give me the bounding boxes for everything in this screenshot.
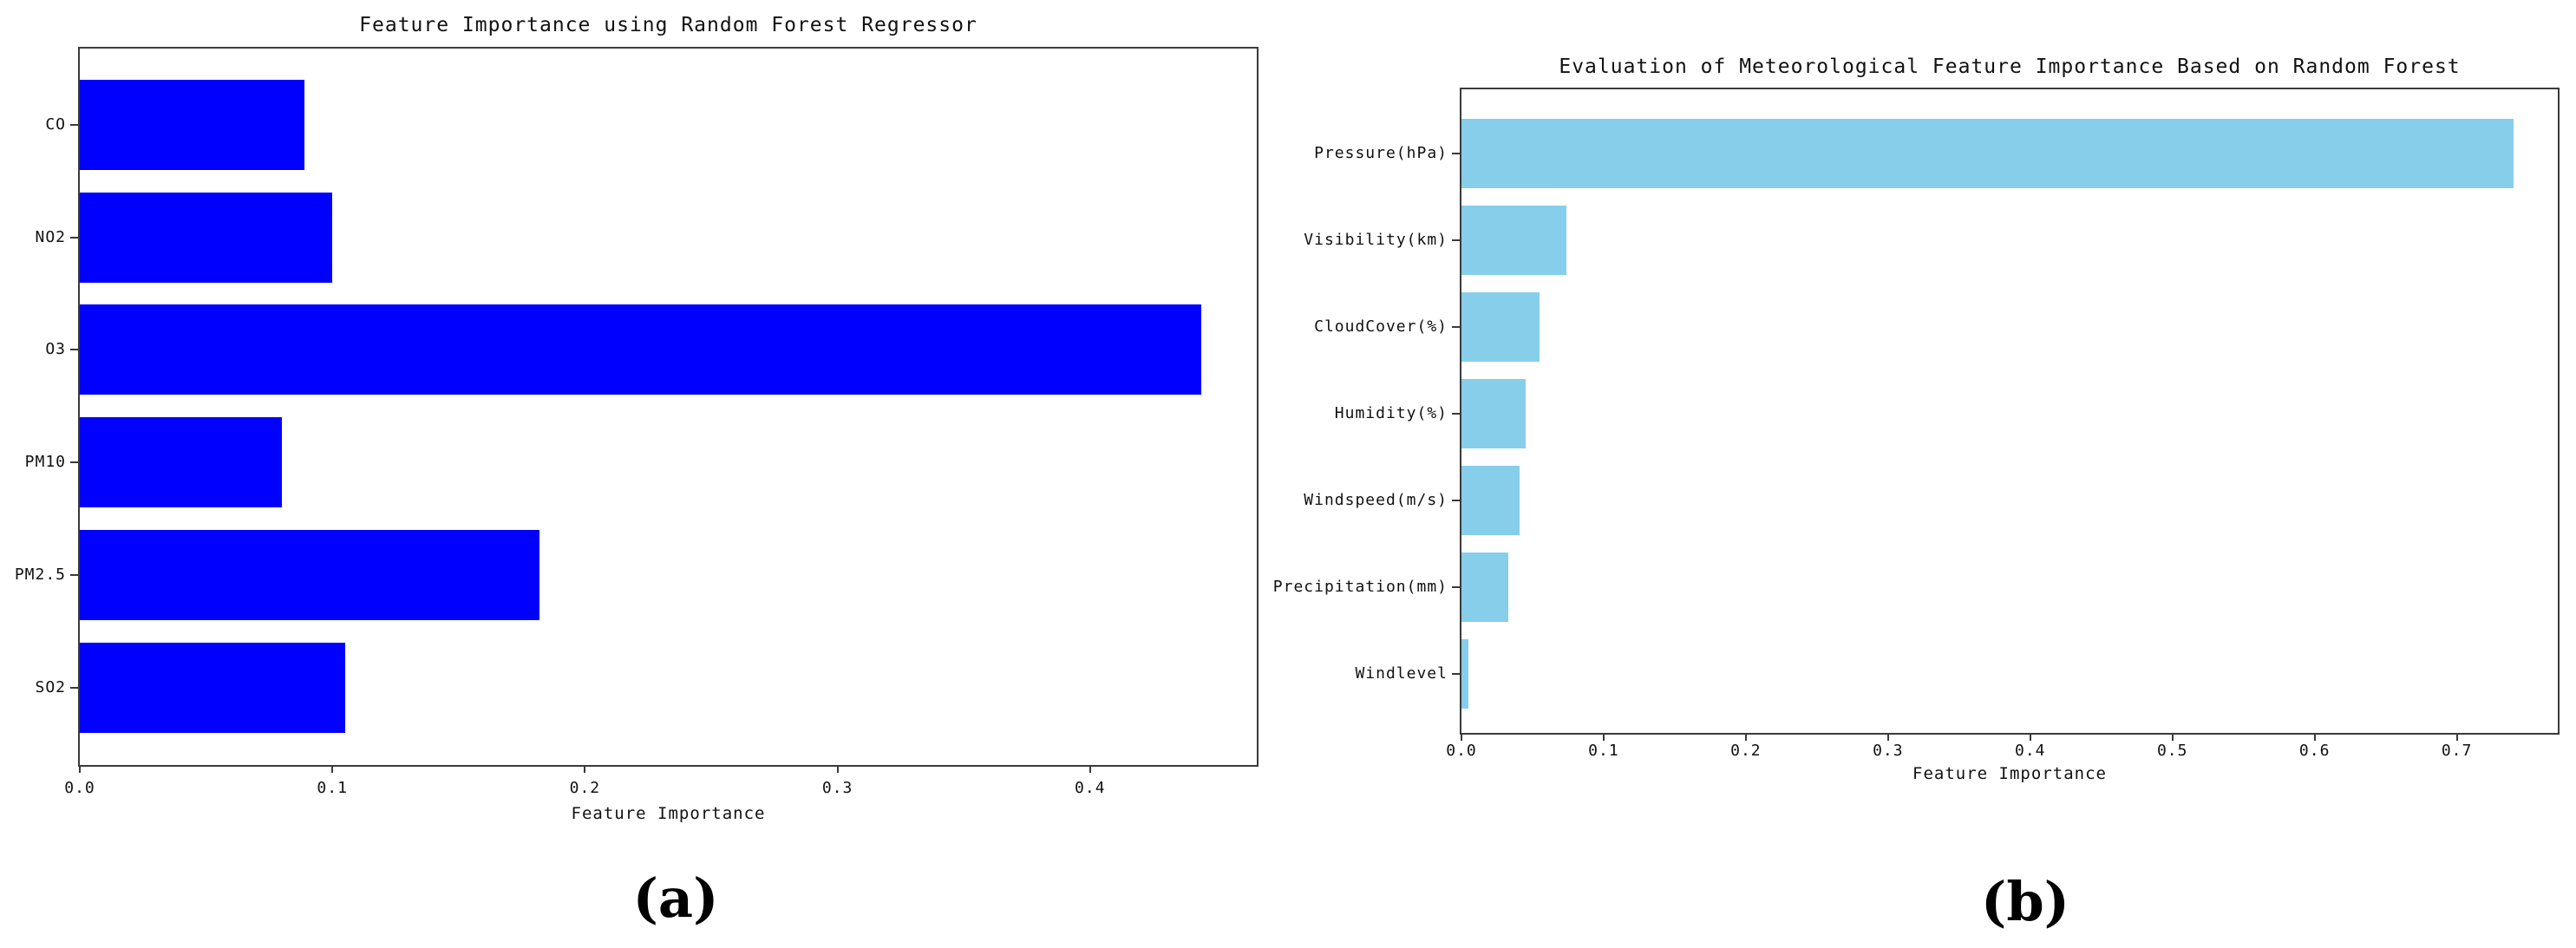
- bar-Windspeed(m/s): [1461, 466, 1520, 535]
- caption-b: (b): [1980, 870, 2070, 933]
- y-label-SO2: SO2: [35, 677, 66, 696]
- y-tick: [70, 236, 78, 239]
- x-tick: [79, 767, 81, 773]
- bar-Precipitation(mm): [1461, 552, 1509, 622]
- x-tick-label: 0.1: [1588, 742, 1619, 760]
- y-label-Visibility(km): Visibility(km): [1304, 231, 1448, 249]
- x-tick: [2171, 735, 2174, 741]
- x-tick-label: 0.5: [2156, 742, 2188, 760]
- y-tick: [1452, 413, 1460, 415]
- y-tick: [70, 573, 78, 576]
- y-label-CloudCover(%): CloudCover(%): [1314, 317, 1448, 336]
- chart-b-title: Evaluation of Meteorological Feature Imp…: [1559, 56, 2461, 78]
- chart-a-title: Feature Importance using Random Forest R…: [359, 14, 977, 36]
- caption-a: (a): [632, 866, 719, 930]
- y-label-CO: CO: [45, 115, 66, 134]
- y-label-PM10: PM10: [24, 453, 66, 472]
- plot-area-a: [78, 47, 1259, 767]
- x-tick-label: 0.2: [569, 779, 601, 797]
- x-tick-label: 0.1: [317, 779, 348, 797]
- x-tick-label: 0.0: [1446, 742, 1477, 760]
- bar-PM10: [80, 417, 282, 508]
- plot-area-b: [1460, 88, 2560, 735]
- y-tick: [1452, 586, 1460, 588]
- x-tick: [1461, 735, 1462, 741]
- y-label-NO2: NO2: [35, 227, 66, 246]
- x-tick: [584, 767, 586, 773]
- y-tick: [70, 461, 78, 464]
- y-label-Humidity(%): Humidity(%): [1334, 404, 1448, 422]
- x-tick-label: 0.4: [1075, 779, 1106, 797]
- bar-Pressure(hPa): [1461, 119, 2514, 188]
- x-tick: [1744, 735, 1747, 741]
- x-tick: [1089, 767, 1091, 773]
- y-label-Pressure(hPa): Pressure(hPa): [1314, 144, 1448, 162]
- x-tick-label: 0.6: [2298, 742, 2331, 760]
- bar-Humidity(%): [1461, 379, 1526, 448]
- chart-b-x-axis-label: Feature Importance: [1912, 764, 2107, 783]
- bar-Windlevel: [1461, 639, 1469, 709]
- x-tick: [2313, 735, 2316, 741]
- y-label-Windspeed(m/s): Windspeed(m/s): [1304, 491, 1448, 509]
- y-tick: [70, 686, 78, 689]
- bar-CO: [80, 80, 305, 170]
- y-tick: [1452, 326, 1460, 328]
- bar-Visibility(km): [1461, 206, 1567, 275]
- y-label-Precipitation(mm): Precipitation(mm): [1272, 578, 1448, 596]
- x-tick: [1602, 735, 1605, 741]
- bar-CloudCover(%): [1461, 292, 1540, 362]
- x-tick-label: 0.3: [821, 779, 853, 797]
- x-tick: [2029, 735, 2031, 741]
- bar-SO2: [80, 642, 345, 733]
- chart-a-x-axis-label: Feature Importance: [571, 804, 766, 823]
- y-tick: [1452, 500, 1460, 501]
- y-tick: [70, 124, 78, 126]
- x-tick-label: 0.3: [1873, 742, 1904, 760]
- x-tick-label: 0.4: [2015, 742, 2046, 760]
- x-tick: [1886, 735, 1889, 741]
- bar-PM2.5: [80, 529, 539, 620]
- x-tick: [2455, 735, 2458, 741]
- y-label-Windlevel: Windlevel: [1355, 664, 1448, 683]
- x-tick-label: 0.7: [2441, 742, 2473, 760]
- x-tick: [331, 767, 334, 773]
- y-tick: [70, 349, 78, 351]
- x-tick: [836, 767, 839, 773]
- bar-O3: [80, 304, 1201, 396]
- y-label-PM2.5: PM2.5: [14, 565, 66, 584]
- y-tick: [1452, 239, 1460, 241]
- y-tick: [1452, 673, 1460, 675]
- y-tick: [1452, 153, 1460, 154]
- bar-NO2: [80, 192, 333, 283]
- x-tick-label: 0.0: [64, 779, 95, 797]
- y-label-O3: O3: [45, 340, 66, 359]
- x-tick-label: 0.2: [1730, 742, 1762, 760]
